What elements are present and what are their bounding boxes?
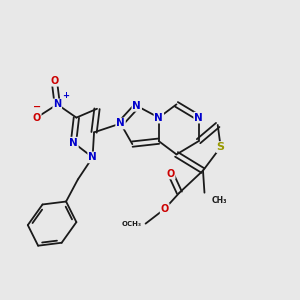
Text: O: O [160,204,169,214]
Text: O: O [50,76,58,86]
Text: N: N [69,138,78,148]
Text: OCH₃: OCH₃ [121,220,141,226]
Text: N: N [116,118,125,128]
Text: N: N [88,152,97,162]
Text: N: N [132,101,141,111]
Text: −: − [33,101,41,111]
Text: S: S [217,142,225,152]
Text: N: N [154,112,163,123]
Text: O: O [167,169,175,178]
Text: CH₃: CH₃ [212,196,227,205]
Text: +: + [63,91,70,100]
Text: O: O [32,112,41,123]
Text: N: N [194,112,203,123]
Text: N: N [53,99,61,110]
